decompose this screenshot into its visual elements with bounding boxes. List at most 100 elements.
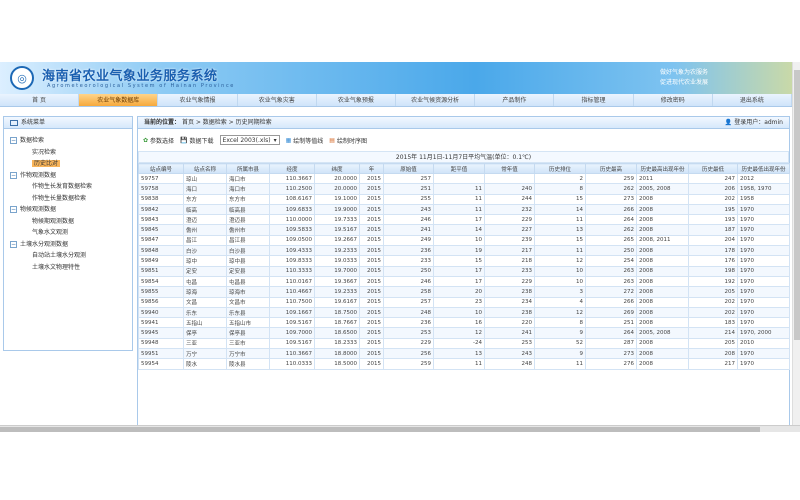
chart-icon: ▤ (329, 136, 335, 144)
table-row[interactable]: 59954 陵水 陵水县 110.0333 18.5000 2015 259 11 248 11 2… (138, 358, 790, 370)
table-cell: 1970 (737, 265, 790, 277)
collapse-icon[interactable]: − (10, 206, 17, 214)
table-row[interactable]: 59940 乐东 乐东县 109.1667 18.7500 2015 248 10 238 12 2… (138, 306, 790, 319)
column-header[interactable]: 年 (359, 163, 384, 174)
column-header[interactable]: 历史最高 (585, 163, 637, 174)
column-header[interactable]: 常年值 (484, 163, 535, 174)
download-label: 数据下载 (189, 137, 214, 145)
slogan: 做好气象为农服务 促进现代农业发展 (660, 68, 708, 88)
sidebar-group[interactable]: − 物候观测数据 (10, 204, 132, 216)
horizontal-scrollbar[interactable] (0, 425, 800, 432)
sidebar-item[interactable]: 气象水文观测 (10, 227, 132, 239)
nav-item[interactable]: 首 页 (0, 94, 80, 106)
column-header[interactable]: 所属市县 (226, 163, 270, 174)
table-row[interactable]: 59854 屯昌 屯昌县 110.0167 19.3667 2015 246 17 229 10 2… (138, 275, 790, 288)
table-row[interactable]: 59948 三亚 三亚市 109.5167 18.2333 2015 229 -24 253 52… (138, 337, 790, 350)
column-header[interactable]: 距平值 (433, 163, 485, 174)
table-row[interactable]: 59757 琼山 海口市 110.3667 20.0000 2015 257 2 259 2011… (138, 172, 790, 185)
nav-item[interactable]: 指标管理 (554, 94, 634, 106)
table-row[interactable]: 59951 万宁 万宁市 110.3667 18.8000 2015 256 13 243 9 27… (138, 348, 790, 360)
params-button[interactable]: ✿ 参数选择 (143, 136, 174, 145)
nav-item[interactable]: 农业气候资源分析 (396, 94, 476, 106)
sidebar-group[interactable]: − 作物观测数据 (10, 170, 132, 182)
column-header[interactable]: 历史最高出现年份 (636, 163, 689, 174)
table-cell: 15 (433, 255, 485, 267)
table-cell: 259 (585, 172, 637, 185)
table-row[interactable]: 59855 琼海 琼海市 110.4667 19.2333 2015 258 20 238 3 27… (138, 286, 790, 298)
table-cell: 2015 (359, 286, 384, 298)
sidebar-item[interactable]: 土壤水文物理特性 (10, 262, 132, 274)
table-cell: 1970 (737, 224, 790, 236)
table-cell: 11 (433, 203, 485, 216)
table-cell: 3 (534, 286, 586, 298)
vertical-scrollbar[interactable] (792, 62, 800, 425)
isoline-button[interactable]: ▦ 绘制等值线 (286, 136, 324, 145)
column-header[interactable]: 站点编号 (138, 163, 184, 174)
table-row[interactable]: 59848 白沙 白沙县 109.4333 19.2333 2015 236 19 217 11 2… (138, 245, 790, 257)
format-select[interactable]: Excel 2003(.xls) ▾ (219, 135, 280, 145)
table-cell: 193 (688, 214, 738, 226)
table-cell: 定安县 (226, 265, 270, 277)
table-cell: 108.6167 (269, 193, 315, 205)
table-cell: 10 (534, 265, 586, 277)
timeseries-button[interactable]: ▤ 绘制时序图 (329, 136, 367, 145)
table-cell: 202 (688, 296, 738, 308)
table-row[interactable]: 59845 儋州 儋州市 109.5833 19.5167 2015 241 14 227 13 2… (138, 224, 790, 236)
table-cell: 253 (484, 337, 535, 350)
table-row[interactable]: 59856 文昌 文昌市 110.7500 19.6167 2015 257 23 234 4 26… (138, 296, 790, 308)
nav-item[interactable]: 退出系统 (713, 94, 792, 106)
table-cell: 2008 (636, 317, 689, 329)
column-header[interactable]: 历史最低 (688, 163, 738, 174)
sidebar-item[interactable]: 物候期观测数据 (10, 216, 132, 228)
table-cell: 18.7667 (314, 317, 360, 329)
collapse-icon[interactable]: − (10, 171, 17, 179)
table-cell: 1970 (737, 275, 790, 288)
collapse-icon[interactable]: − (10, 240, 17, 248)
table-cell: 陵水 (183, 358, 227, 370)
table-row[interactable]: 59758 海口 海口市 110.2500 20.0000 2015 251 11 240 8 26… (138, 183, 790, 195)
column-header[interactable]: 原始值 (383, 163, 434, 174)
nav-item[interactable]: 产品制作 (475, 94, 555, 106)
sidebar-item[interactable]: 自动站土壤水分观测 (10, 250, 132, 262)
sidebar-group[interactable]: − 土壤水分观测数据 (10, 239, 132, 251)
table-row[interactable]: 59843 澄迈 澄迈县 110.0000 19.7333 2015 246 17 229 11 2… (138, 214, 790, 226)
table-cell: 59854 (138, 275, 184, 288)
sidebar-item[interactable]: 历史比对 (10, 158, 132, 170)
table-row[interactable]: 59838 东方 东方市 108.6167 19.1000 2015 255 11 244 15 2… (138, 193, 790, 205)
table-row[interactable]: 59941 五指山 五指山市 109.5167 18.7667 2015 236 16 220 8… (138, 317, 790, 329)
table-row[interactable]: 59849 琼中 琼中县 109.8333 19.0333 2015 233 15 218 12 2… (138, 255, 790, 267)
table-cell: 244 (484, 193, 535, 205)
column-header[interactable]: 纬度 (314, 163, 360, 174)
nav-item[interactable]: 修改密码 (634, 94, 713, 106)
vertical-scroll-thumb[interactable] (794, 70, 800, 340)
column-header[interactable]: 历史排位 (534, 163, 586, 174)
table-cell: 琼山 (183, 172, 227, 185)
sidebar-item[interactable]: 作物生长发育数据检索 (10, 181, 132, 193)
slogan-line-2: 促进现代农业发展 (660, 79, 709, 86)
column-header[interactable]: 历史最低出现年份 (737, 163, 790, 174)
table-cell: 246 (383, 214, 434, 226)
sidebar-item[interactable]: 实况检索 (10, 147, 132, 159)
nav-item[interactable]: 农业气象情报 (158, 94, 238, 106)
table-cell: 239 (484, 234, 535, 247)
table-cell: 8 (534, 317, 586, 329)
table-cell: 59945 (138, 327, 184, 339)
breadcrumb-path[interactable]: 首页 > 数据检索 > 历史同期检索 (181, 119, 272, 126)
sidebar-group[interactable]: − 数据检索 (10, 135, 132, 147)
nav-item[interactable]: 农业气象数据库 (79, 94, 159, 106)
download-button[interactable]: 💾 数据下载 (180, 136, 214, 145)
nav-item[interactable]: 农业气象预报 (317, 94, 397, 106)
table-row[interactable]: 59842 临高 临高县 109.6833 19.9000 2015 243 11 232 14 2… (138, 203, 790, 216)
collapse-icon[interactable]: − (10, 137, 17, 145)
column-header[interactable]: 经度 (269, 163, 315, 174)
horizontal-scroll-thumb[interactable] (0, 427, 760, 432)
nav-item[interactable]: 农业气象灾害 (238, 94, 317, 106)
table-cell: 240 (484, 183, 535, 195)
table-cell: 263 (585, 265, 637, 277)
table-cell: 205 (688, 286, 738, 298)
table-row[interactable]: 59847 昌江 昌江县 109.0500 19.2667 2015 249 10 239 15 2… (138, 234, 790, 247)
column-header[interactable]: 站点名称 (183, 163, 227, 174)
table-row[interactable]: 59851 定安 定安县 110.3333 19.7000 2015 250 17 233 10 2… (138, 265, 790, 277)
table-row[interactable]: 59945 保亭 保亭县 109.7000 18.6500 2015 253 12 241 9 26… (138, 327, 790, 339)
sidebar-item[interactable]: 作物生长量数据检索 (10, 193, 132, 205)
